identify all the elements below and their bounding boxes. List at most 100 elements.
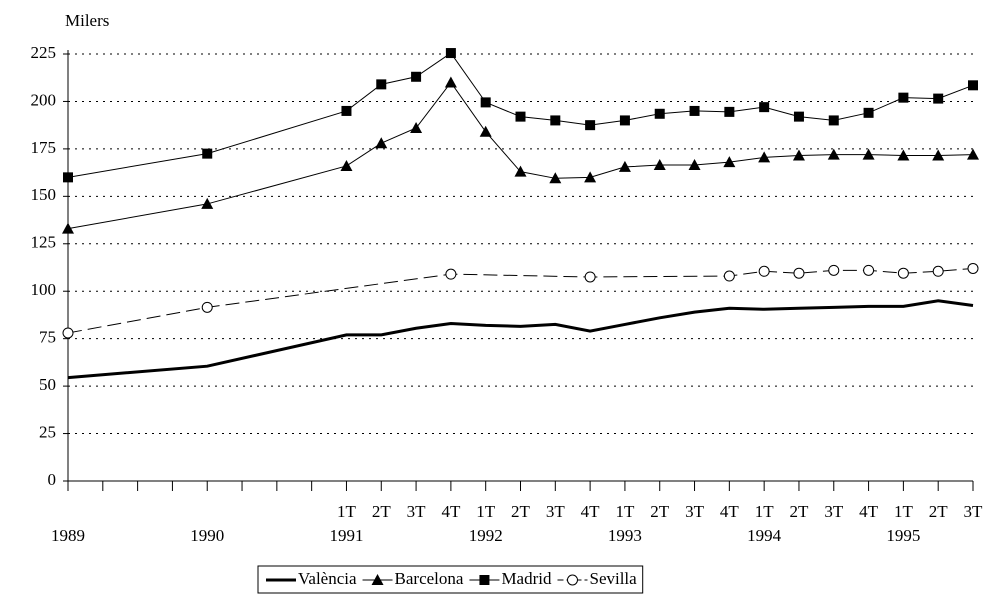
marker bbox=[968, 80, 978, 91]
y-tick-label: 175 bbox=[31, 138, 57, 157]
x-tick-label: 1T bbox=[615, 502, 635, 521]
marker bbox=[689, 105, 700, 116]
marker bbox=[862, 148, 875, 160]
marker bbox=[932, 149, 945, 161]
marker bbox=[410, 122, 423, 134]
legend-label: Madrid bbox=[501, 569, 552, 588]
legend: València Barcelona Madrid Sevilla bbox=[257, 565, 644, 594]
marker bbox=[967, 262, 979, 274]
marker bbox=[375, 137, 388, 149]
marker bbox=[514, 165, 527, 177]
y-axis-label: Milers bbox=[65, 11, 109, 30]
legend-label: Barcelona bbox=[395, 569, 464, 588]
legend-label: València bbox=[298, 569, 357, 588]
marker bbox=[863, 264, 875, 276]
marker bbox=[202, 148, 213, 159]
marker bbox=[619, 115, 630, 126]
x-tick-label: 4T bbox=[441, 502, 461, 521]
x-tick-label: 3T bbox=[546, 502, 566, 521]
marker bbox=[479, 125, 492, 137]
x-tick-label: 4T bbox=[720, 502, 740, 521]
x-year-label: 1995 bbox=[886, 526, 920, 545]
y-tick-label: 50 bbox=[39, 375, 56, 394]
legend-label: Sevilla bbox=[589, 569, 637, 588]
marker bbox=[62, 327, 74, 339]
y-tick-label: 225 bbox=[31, 43, 57, 62]
marker bbox=[863, 107, 874, 118]
marker bbox=[653, 159, 666, 171]
x-tick-label: 1T bbox=[894, 502, 914, 521]
y-tick-label: 75 bbox=[39, 328, 56, 347]
x-tick-label: 4T bbox=[859, 502, 879, 521]
marker bbox=[898, 92, 909, 103]
marker bbox=[411, 71, 422, 82]
marker bbox=[932, 265, 944, 277]
marker bbox=[341, 105, 352, 116]
x-year-label: 1992 bbox=[469, 526, 503, 545]
marker bbox=[793, 267, 805, 279]
y-tick-label: 0 bbox=[48, 470, 57, 489]
marker bbox=[758, 265, 770, 277]
marker bbox=[828, 115, 839, 126]
marker bbox=[724, 106, 735, 117]
marker bbox=[201, 301, 213, 313]
marker bbox=[549, 172, 562, 184]
marker bbox=[584, 271, 596, 283]
x-tick-label: 2T bbox=[790, 502, 810, 521]
x-tick-label: 1T bbox=[755, 502, 775, 521]
marker bbox=[445, 268, 457, 280]
marker bbox=[444, 76, 457, 88]
marker bbox=[340, 159, 353, 171]
x-tick-label: 1T bbox=[476, 502, 496, 521]
x-tick-label: 3T bbox=[964, 502, 984, 521]
x-year-label: 1993 bbox=[608, 526, 642, 545]
marker bbox=[376, 79, 387, 90]
marker bbox=[759, 102, 770, 113]
marker bbox=[828, 264, 840, 276]
marker bbox=[201, 197, 214, 209]
marker bbox=[793, 111, 804, 122]
series-line bbox=[67, 299, 974, 380]
x-year-label: 1994 bbox=[747, 526, 782, 545]
x-tick-label: 3T bbox=[824, 502, 844, 521]
marker bbox=[827, 148, 840, 160]
marker bbox=[584, 171, 597, 183]
x-tick-label: 2T bbox=[511, 502, 531, 521]
marker bbox=[618, 160, 631, 172]
marker bbox=[897, 149, 910, 161]
marker bbox=[445, 48, 456, 59]
y-tick-label: 150 bbox=[31, 185, 57, 204]
legend-marker bbox=[371, 574, 384, 585]
x-year-label: 1990 bbox=[190, 526, 224, 545]
marker bbox=[723, 270, 735, 282]
x-tick-label: 3T bbox=[685, 502, 705, 521]
marker bbox=[62, 222, 74, 234]
x-year-label: 1989 bbox=[51, 526, 85, 545]
x-tick-label: 2T bbox=[650, 502, 670, 521]
y-tick-label: 25 bbox=[39, 422, 56, 441]
y-tick-label: 125 bbox=[31, 233, 57, 252]
marker bbox=[550, 115, 561, 126]
marker bbox=[654, 108, 665, 119]
marker bbox=[933, 93, 944, 104]
marker bbox=[792, 149, 805, 161]
x-tick-label: 4T bbox=[581, 502, 601, 521]
series-line bbox=[67, 267, 974, 334]
y-tick-label: 100 bbox=[31, 280, 57, 299]
marker bbox=[897, 267, 909, 279]
x-year-label: 1991 bbox=[329, 526, 363, 545]
y-tick-label: 200 bbox=[31, 90, 57, 109]
legend-marker bbox=[566, 574, 578, 586]
x-tick-label: 2T bbox=[929, 502, 949, 521]
marker bbox=[723, 156, 736, 168]
legend-marker bbox=[479, 575, 490, 585]
marker bbox=[758, 151, 771, 163]
marker bbox=[63, 172, 73, 183]
marker bbox=[688, 159, 701, 171]
marker bbox=[967, 148, 979, 160]
x-tick-label: 3T bbox=[407, 502, 427, 521]
marker bbox=[515, 111, 526, 122]
x-tick-label: 1T bbox=[337, 502, 357, 521]
marker bbox=[585, 120, 596, 131]
